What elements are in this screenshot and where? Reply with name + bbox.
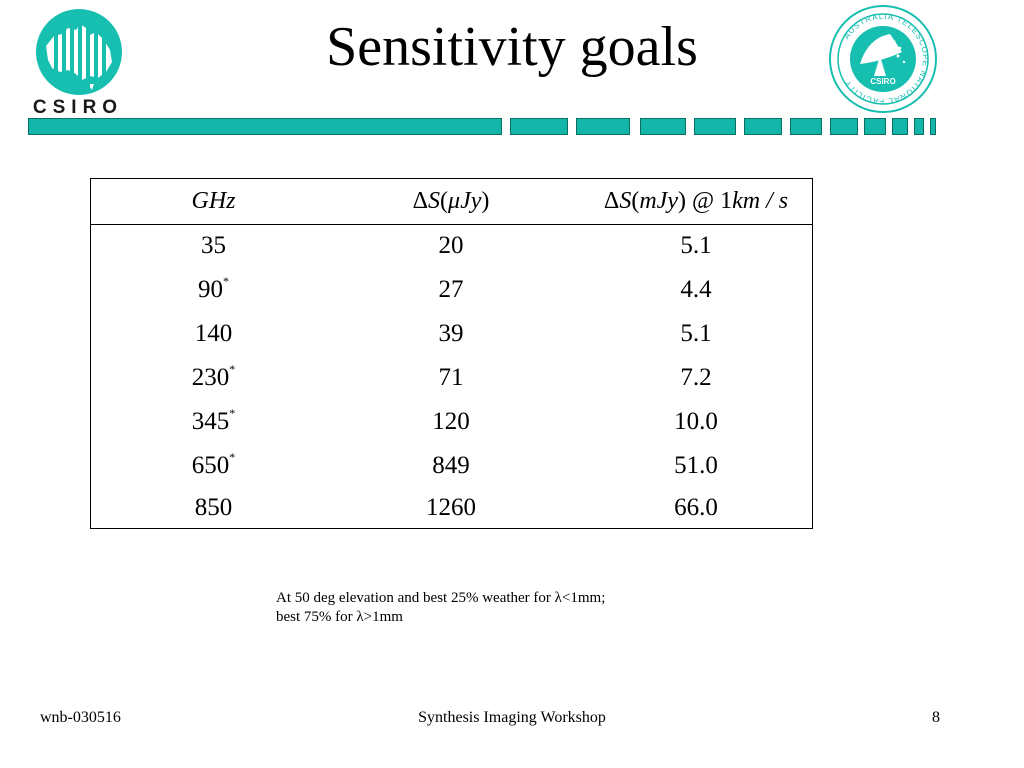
stripe-segment <box>914 118 924 135</box>
footnote-line: best 75% for λ>1mm <box>276 609 403 625</box>
cell-sensitivity-mjy: 10.0 <box>674 408 718 435</box>
stripe-segment <box>892 118 908 135</box>
stripe-segment <box>694 118 736 135</box>
footnote-mark: * <box>229 406 236 420</box>
cell-sensitivity-mjy: 5.1 <box>680 232 712 259</box>
header-symbol: S <box>619 188 632 214</box>
cell-frequency: 140 <box>151 319 276 349</box>
stripe-segment <box>744 118 782 135</box>
cell-sensitivity-ujy: 27 <box>438 276 464 303</box>
cell-sensitivity-mjy: 4.4 <box>680 276 712 303</box>
footnote-line: At 50 deg elevation and best 25% weather… <box>276 590 606 606</box>
stripe-segment <box>640 118 686 135</box>
cell-sensitivity-mjy: 66.0 <box>674 494 718 521</box>
cell-frequency: 230* <box>151 363 276 393</box>
at-symbol: @ <box>691 188 715 214</box>
delta-symbol: Δ <box>603 188 620 214</box>
footer-title: Synthesis Imaging Workshop <box>418 709 606 726</box>
stripe-segment <box>510 118 568 135</box>
frequency-value: 650 <box>191 452 230 479</box>
stripe-segment <box>28 118 502 135</box>
page-number: 8 <box>932 709 940 726</box>
header-stripe-bar <box>28 118 940 136</box>
cell-sensitivity-mjy: 7.2 <box>680 364 712 391</box>
stripe-segment <box>576 118 630 135</box>
cell-frequency: 35 <box>151 231 276 261</box>
frequency-value: 850 <box>194 494 233 521</box>
header-sensitivity-ujy: ΔS(μJy) <box>361 187 541 215</box>
frequency-value: 345 <box>191 408 230 435</box>
atnf-center-text: CSIRO <box>870 77 895 86</box>
header-frequency: GHz <box>191 188 236 214</box>
stripe-segment <box>930 118 936 135</box>
cell-sensitivity-ujy: 39 <box>438 320 464 347</box>
footnote-mark: * <box>229 362 236 376</box>
header-unit: mJy <box>639 188 678 214</box>
frequency-value: 35 <box>201 232 226 259</box>
footnote-mark: * <box>223 274 229 288</box>
cell-frequency: 345* <box>151 407 276 437</box>
csiro-logo <box>36 9 122 95</box>
delta-symbol: Δ <box>412 188 429 214</box>
header-symbol: S <box>428 188 441 214</box>
atnf-logo: AUSTRALIA TELESCOPE NATIONAL FACILITY CS… <box>829 5 937 113</box>
paren-close: ) <box>677 188 686 214</box>
frequency-value: 230 <box>191 364 230 391</box>
table-footnote: At 50 deg elevation and best 25% weather… <box>276 589 696 627</box>
cell-sensitivity-mjy: 5.1 <box>680 320 712 347</box>
cell-frequency: 850 <box>151 493 276 523</box>
csiro-wordmark: CSIRO <box>32 97 124 118</box>
cell-sensitivity-ujy: 849 <box>432 452 470 479</box>
paren-open: ( <box>631 188 640 214</box>
header-sensitivity-mjy: ΔS(mJy) @ 1km / s <box>581 187 811 215</box>
paren-open: ( <box>440 188 449 214</box>
header-unit: μJy <box>448 188 482 214</box>
stripe-segment <box>790 118 822 135</box>
stripe-segment <box>830 118 858 135</box>
table-header-row: GHz ΔS(μJy) ΔS(mJy) @ 1km / s <box>91 179 812 225</box>
stars-icon <box>888 40 906 64</box>
cell-frequency: 650* <box>151 451 276 481</box>
paren-close: ) <box>481 188 490 214</box>
footnote-mark: * <box>229 450 236 464</box>
cell-sensitivity-ujy: 71 <box>438 364 464 391</box>
footer-id: wnb-030516 <box>40 709 121 726</box>
frequency-value: 90 <box>198 276 223 303</box>
australia-map-icon <box>46 10 112 94</box>
header-rate: km / s <box>732 188 789 214</box>
cell-sensitivity-ujy: 20 <box>438 232 464 259</box>
stripe-segment <box>864 118 886 135</box>
radio-dish-icon <box>860 34 902 76</box>
header-value: 1 <box>720 188 733 214</box>
slide-title: Sensitivity goals <box>326 16 698 78</box>
sensitivity-table: GHz ΔS(μJy) ΔS(mJy) @ 1km / s 35 20 5.1 … <box>90 178 813 529</box>
cell-sensitivity-mjy: 51.0 <box>674 452 718 479</box>
cell-sensitivity-ujy: 120 <box>432 408 470 435</box>
frequency-value: 140 <box>194 320 233 347</box>
cell-frequency: 90* <box>151 275 276 305</box>
cell-sensitivity-ujy: 1260 <box>426 494 476 521</box>
